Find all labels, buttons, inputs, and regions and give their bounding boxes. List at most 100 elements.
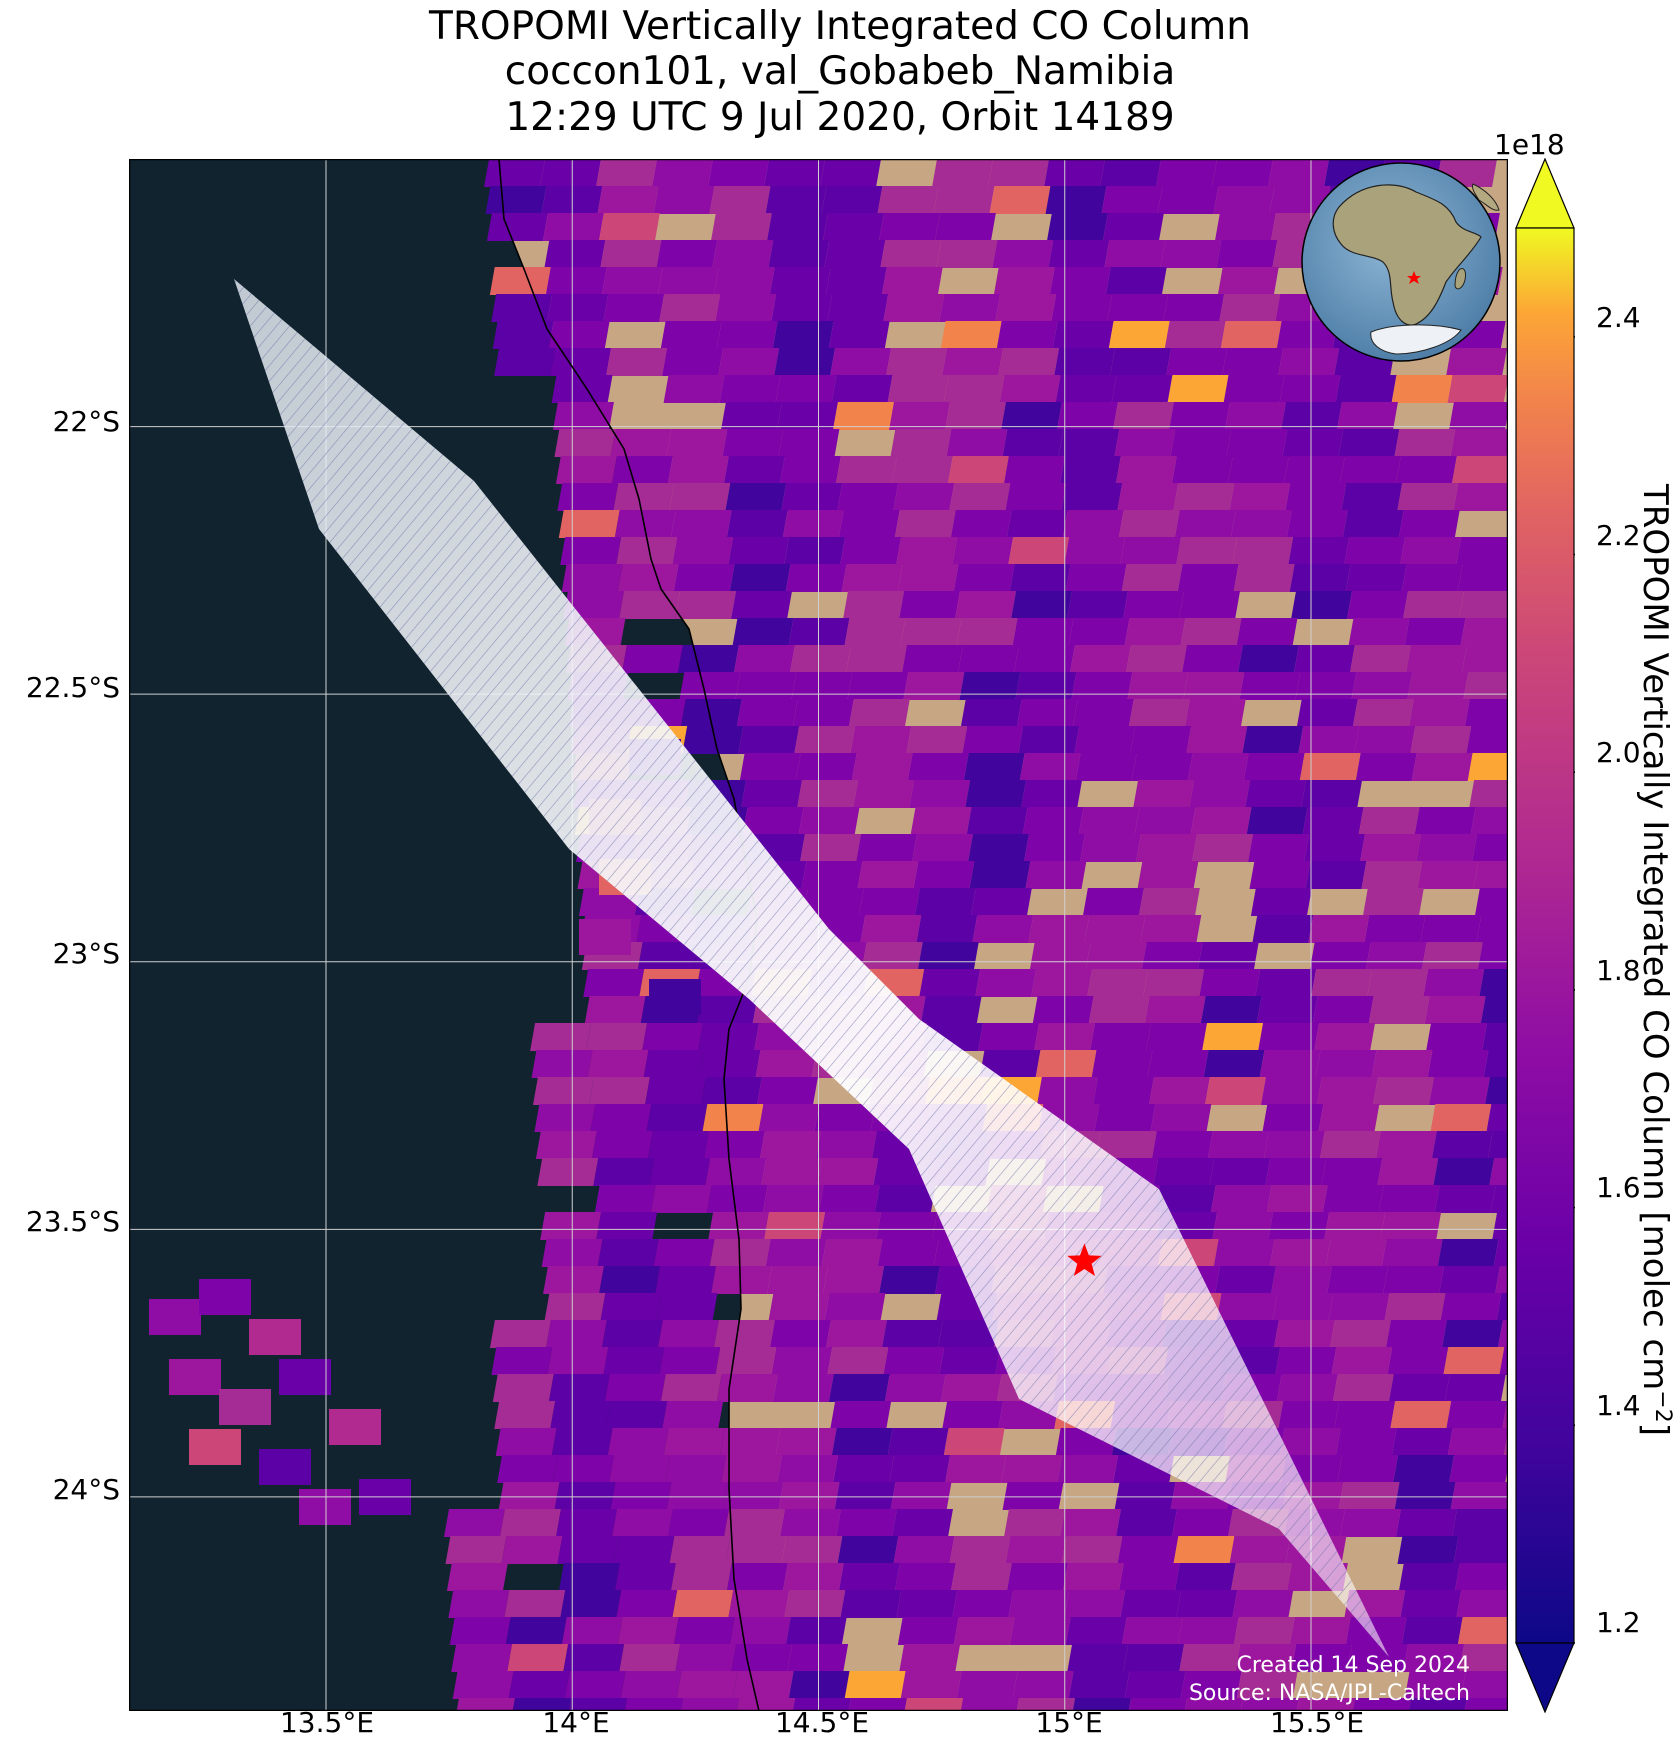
co-pixel xyxy=(553,1455,615,1483)
co-pixel xyxy=(543,1266,605,1294)
co-pixel xyxy=(840,1590,902,1618)
co-pixel xyxy=(903,672,965,700)
co-pixel xyxy=(833,402,894,430)
co-pixel xyxy=(1123,1644,1185,1672)
co-pixel xyxy=(646,1104,708,1132)
antarctica-landmass xyxy=(1370,324,1462,355)
co-pixel xyxy=(836,1509,897,1537)
madagascar-landmass xyxy=(1454,267,1466,290)
co-pixel xyxy=(1133,780,1195,808)
co-pixel xyxy=(907,753,969,781)
co-pixel xyxy=(586,1023,648,1051)
co-pixel xyxy=(1421,942,1483,970)
co-pixel xyxy=(682,726,744,754)
co-pixel xyxy=(878,213,940,241)
co-pixel xyxy=(1282,429,1344,457)
co-pixel xyxy=(1177,564,1239,592)
co-pixel xyxy=(1263,1131,1325,1159)
co-pixel xyxy=(531,1050,593,1078)
co-pixel xyxy=(732,1671,794,1699)
co-pixel xyxy=(1143,969,1205,997)
co-pixel xyxy=(736,699,798,727)
co-pixel xyxy=(1071,672,1133,700)
co-pixel xyxy=(1269,186,1331,214)
co-pixel xyxy=(844,618,906,646)
co-pixel xyxy=(1459,1644,1508,1672)
co-pixel xyxy=(798,807,860,835)
co-pixel xyxy=(896,537,958,565)
co-pixel xyxy=(1487,1131,1508,1159)
co-pixel xyxy=(189,1429,241,1465)
co-pixel xyxy=(561,564,623,592)
co-pixel xyxy=(1460,618,1508,646)
co-pixel xyxy=(1457,1617,1508,1645)
co-pixel xyxy=(711,1266,773,1294)
co-pixel xyxy=(899,1644,961,1672)
co-pixel xyxy=(1102,213,1164,241)
africa-landmass xyxy=(1332,184,1482,326)
co-pixel xyxy=(1397,483,1459,511)
co-pixel xyxy=(1212,159,1273,187)
co-pixel xyxy=(678,1698,740,1711)
co-pixel xyxy=(1447,1428,1508,1456)
co-pixel xyxy=(606,1401,668,1429)
co-pixel xyxy=(993,267,1055,295)
co-pixel xyxy=(1484,1077,1508,1105)
co-pixel xyxy=(679,672,741,700)
co-pixel xyxy=(1463,672,1508,700)
co-pixel xyxy=(554,1482,616,1510)
co-pixel xyxy=(563,591,625,619)
co-pixel xyxy=(725,483,787,511)
co-pixel xyxy=(1141,942,1203,970)
co-pixel xyxy=(1065,564,1127,592)
co-pixel xyxy=(952,1590,1014,1618)
co-pixel xyxy=(1229,483,1291,511)
cb-tick-2: 1.6 xyxy=(1596,1171,1641,1204)
co-pixel xyxy=(1172,1509,1233,1537)
co-pixel xyxy=(940,1374,1002,1402)
co-pixel xyxy=(299,1489,351,1525)
co-pixel xyxy=(486,213,548,241)
colorbar-ramp xyxy=(1515,227,1575,1644)
co-pixel xyxy=(489,1320,551,1348)
co-pixel xyxy=(1157,186,1219,214)
colorbar-label-text: TROPOMI Vertically Integrated CO Column … xyxy=(1634,484,1675,1391)
co-pixel xyxy=(551,1428,613,1456)
co-pixel xyxy=(1444,1374,1506,1402)
co-pixel xyxy=(560,537,622,565)
co-pixel xyxy=(1134,807,1196,835)
co-pixel xyxy=(545,1320,607,1348)
created-date: Created 14 Sep 2024 xyxy=(1236,1653,1471,1678)
co-pixel xyxy=(1375,1131,1437,1159)
co-pixel xyxy=(548,321,610,349)
co-pixel xyxy=(1390,1401,1452,1429)
co-pixel xyxy=(966,807,1028,835)
co-pixel xyxy=(883,1347,945,1375)
co-pixel xyxy=(1048,240,1110,268)
co-pixel xyxy=(772,321,834,349)
co-pixel xyxy=(642,1023,704,1051)
co-pixel xyxy=(1217,267,1279,295)
co-pixel xyxy=(1019,753,1081,781)
co-pixel xyxy=(1169,402,1230,430)
cb-tick-1: 1.4 xyxy=(1596,1389,1641,1422)
co-pixel xyxy=(934,213,996,241)
co-pixel xyxy=(542,213,604,241)
co-pixel xyxy=(1059,456,1121,484)
co-pixel xyxy=(890,1482,952,1510)
co-pixel xyxy=(857,861,919,889)
co-pixel xyxy=(1113,402,1174,430)
co-pixel xyxy=(169,1359,221,1395)
co-pixel xyxy=(1469,780,1508,808)
co-pixel xyxy=(1012,618,1074,646)
co-pixel xyxy=(1483,1050,1508,1078)
co-pixel xyxy=(1325,1239,1387,1267)
co-pixel xyxy=(920,996,982,1024)
co-pixel xyxy=(1311,969,1373,997)
co-pixel xyxy=(494,1401,556,1429)
co-pixel xyxy=(1126,1698,1188,1711)
co-pixel xyxy=(1060,1509,1121,1537)
co-pixel xyxy=(713,267,775,295)
co-pixel xyxy=(827,1347,889,1375)
co-pixel xyxy=(1259,1050,1321,1078)
